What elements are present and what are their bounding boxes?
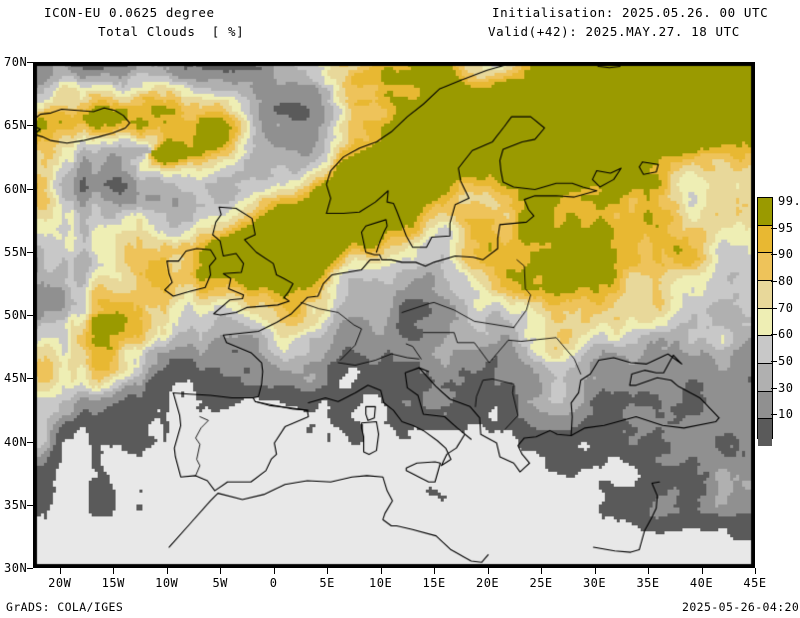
colorbar-tick-label: 60 [778,327,794,342]
x-axis-tick [434,568,436,574]
x-axis-label: 10E [369,576,393,590]
y-axis-label: 30N [4,561,28,575]
grads-credit: GrADS: COLA/IGES [6,600,124,614]
colorbar-band [758,335,772,363]
x-axis-label: 15E [422,576,446,590]
x-axis-label: 0 [269,576,278,590]
y-axis-tick [27,568,33,569]
y-axis-label: 50N [4,308,28,322]
x-axis-label: 20E [475,576,500,590]
y-axis-tick [27,315,33,316]
y-axis-tick [27,125,33,127]
x-axis-label: 5W [212,576,228,590]
colorbar-band [758,362,772,391]
render-timestamp: 2025-05-26-04:20 [682,600,800,614]
colorbar-tick-label: 10 [778,407,794,422]
colorbar-tick-label: 30 [778,380,794,395]
colorbar-tick-label: 95 [778,220,794,235]
y-axis-label: 40N [4,434,28,449]
x-axis-label: 5E [319,576,335,590]
x-axis-tick [487,568,489,574]
colorbar-tick [771,334,777,336]
colorbar-band [758,224,772,253]
x-axis-tick [327,568,329,574]
colorbar-tick [771,387,777,389]
y-axis-tick [27,378,33,380]
x-axis-tick [59,568,61,574]
colorbar-band [758,307,772,336]
colorbar [757,197,773,446]
colorbar-tick-label: 50 [778,354,794,368]
colorbar-band [758,252,772,280]
colorbar-tick-label: 70 [778,300,794,315]
colorbar-tick [771,361,777,362]
x-axis-label: 15W [101,576,125,590]
x-axis-tick [220,568,222,574]
colorbar-tick [771,254,777,256]
x-axis-tick [380,568,382,574]
field-title: Total Clouds [ %] [98,24,245,39]
x-axis-tick [755,568,756,574]
y-axis-tick [27,441,33,443]
colorbar-band [758,390,772,419]
x-axis-label: 45E [743,576,767,590]
y-axis-label: 55N [4,244,28,259]
x-axis-label: 35E [636,576,660,590]
y-axis-label: 60N [4,181,28,196]
y-axis-tick [27,504,33,506]
initialisation-label: Initialisation: 2025.05.26. 00 UTC [492,5,769,20]
y-axis-tick [27,188,33,190]
x-axis-tick [273,568,275,574]
x-axis-tick [113,568,115,574]
x-axis-label: 10W [155,576,179,590]
x-axis-tick [541,568,543,574]
x-axis-label: 25E [529,576,553,590]
colorbar-band [758,198,772,225]
colorbar-tick [771,414,777,416]
model-title: ICON-EU 0.0625 degree [44,5,215,20]
colorbar-tick [771,281,777,282]
colorbar-tick [771,307,777,309]
colorbar-tick-label: 90 [778,247,794,262]
x-axis-tick [594,568,596,574]
y-axis-label: 70N [4,55,28,69]
colorbar-tick [771,227,777,229]
y-axis-tick [27,62,33,63]
colorbar-band [758,418,772,446]
cloud-cover-map [35,64,753,566]
x-axis-label: 20W [48,576,72,590]
y-axis-label: 45N [4,371,28,386]
colorbar-tick-label: 99.5 [778,194,800,208]
colorbar-band [758,279,772,308]
map-plot-frame [33,62,755,568]
y-axis-label: 35N [4,497,28,512]
x-axis-tick [648,568,650,574]
y-axis-label: 65N [4,118,28,133]
valid-time-label: Valid(+42): 2025.MAY.27. 18 UTC [488,24,740,39]
y-axis-tick [27,251,33,253]
x-axis-label: 30E [582,576,607,590]
x-axis-tick [166,568,168,574]
x-axis-label: 40E [689,576,714,590]
colorbar-tick-label: 80 [778,274,794,288]
x-axis-tick [701,568,703,574]
